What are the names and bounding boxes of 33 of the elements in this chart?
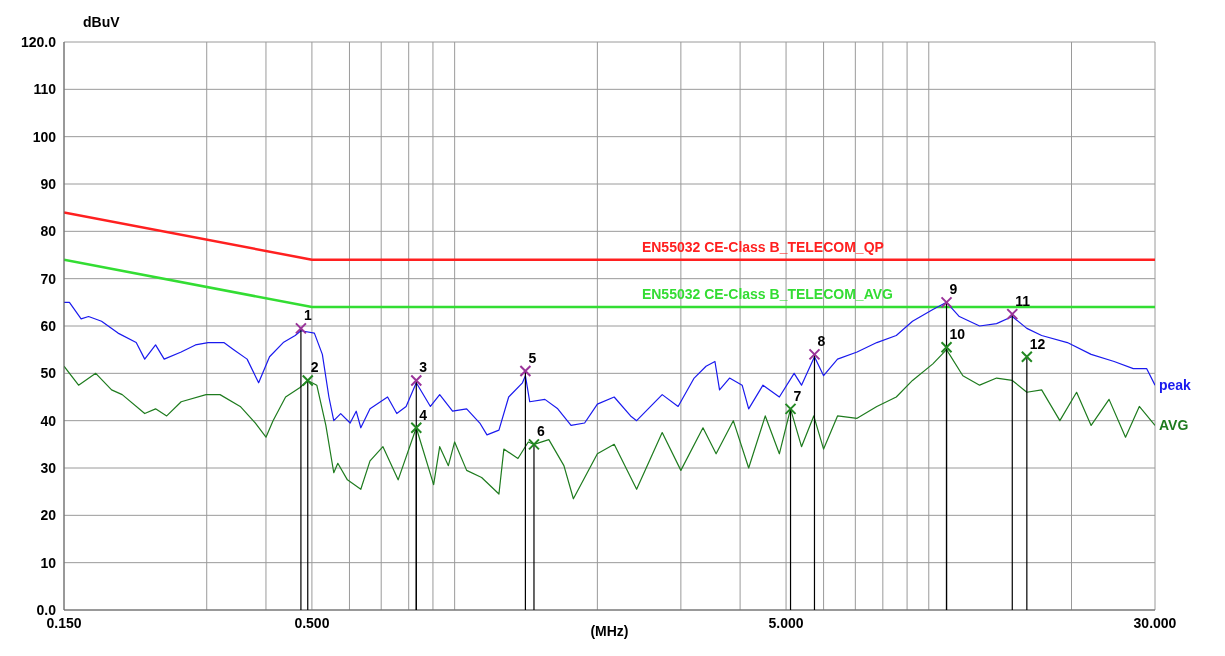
annotation: 7 <box>793 387 802 404</box>
y-tick-label: 50 <box>40 365 57 382</box>
series-label: AVG <box>1159 417 1189 434</box>
annotation: 10 <box>949 326 966 343</box>
annotation: 1 <box>303 307 312 324</box>
annotation: 11 <box>1015 293 1031 310</box>
x-axis-title: (MHz) <box>590 623 629 639</box>
y-tick-label: 70 <box>40 270 57 287</box>
y-tick-label: 120.0 <box>20 33 57 50</box>
y-tick-label: 100 <box>32 128 57 145</box>
series-label: peak <box>1159 377 1192 394</box>
x-tick-label: 0.500 <box>294 614 330 631</box>
series-label: EN55032 CE-Class B_TELECOM_QP <box>641 238 884 255</box>
annotation: 9 <box>949 281 958 298</box>
y-tick-label: 10 <box>40 554 57 571</box>
annotation: 6 <box>536 423 545 440</box>
annotation: 5 <box>528 349 537 366</box>
series-label: EN55032 CE-Class B_TELECOM_AVG <box>641 286 894 303</box>
y-tick-label: 30 <box>40 459 57 476</box>
annotation: 8 <box>817 333 826 350</box>
y-tick-label: 90 <box>40 175 57 192</box>
y-tick-label: 60 <box>40 317 57 334</box>
annotation: 2 <box>310 359 319 376</box>
y-tick-label: 40 <box>40 412 57 429</box>
y-tick-label: 80 <box>40 223 57 240</box>
annotation: 4 <box>419 406 428 423</box>
annotation: 3 <box>419 359 428 376</box>
y-tick-label: 110 <box>33 81 57 98</box>
annotation: 12 <box>1029 335 1046 352</box>
y-tick-label: 20 <box>40 507 57 524</box>
x-tick-label: 30.000 <box>1133 614 1177 631</box>
y-axis-title: dBuV <box>83 13 121 30</box>
x-tick-label: 5.000 <box>768 614 804 631</box>
